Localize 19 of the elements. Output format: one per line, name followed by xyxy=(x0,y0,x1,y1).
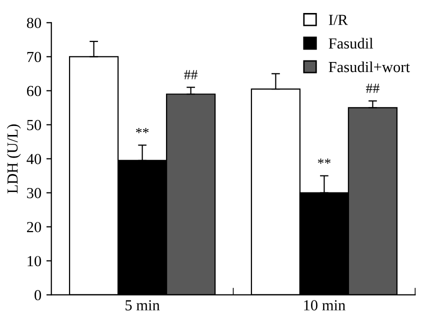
data-label: ** xyxy=(136,128,149,134)
data-label: ## xyxy=(366,84,380,93)
y-tick-label: 70 xyxy=(27,52,42,62)
legend-label: I/R xyxy=(328,14,348,26)
legend-label: Fasudil xyxy=(328,38,374,49)
x-tick-label: 5 min xyxy=(126,300,160,310)
legend-label: Fasudil+wort xyxy=(328,61,410,72)
y-tick-label: 10 xyxy=(28,256,42,266)
y-tick-label: 40 xyxy=(26,154,42,164)
y-axis-title: LDH (U/L) xyxy=(6,124,21,194)
data-label: ## xyxy=(184,70,198,80)
y-tick-label: 50 xyxy=(27,120,42,130)
y-tick-label: 20 xyxy=(27,222,42,232)
y-tick-label: 30 xyxy=(27,188,42,198)
y-tick-label: 80 xyxy=(26,18,42,28)
x-tick-label: 10 min xyxy=(304,300,346,310)
y-tick-label: 60 xyxy=(27,86,42,96)
y-tick-label: 0 xyxy=(34,290,42,300)
data-label: ** xyxy=(318,158,330,164)
